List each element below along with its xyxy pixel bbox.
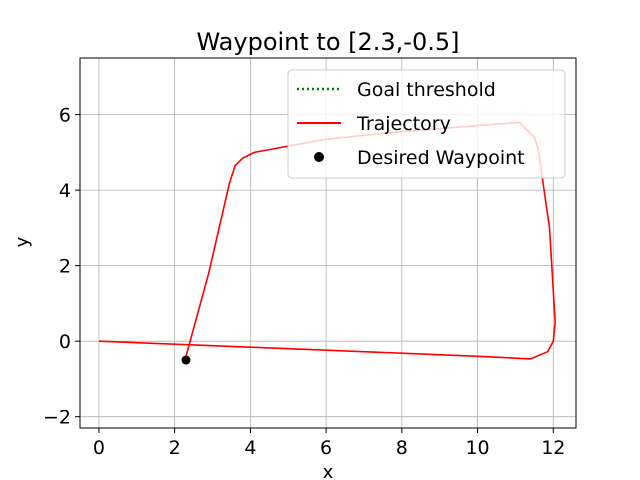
axis-ticks: 0 2 4 6 8 10 12 −2 0 2 4 6 [43, 105, 565, 459]
legend-threshold: Goal threshold [297, 79, 496, 101]
y-tick-label: −2 [43, 407, 71, 429]
desired-waypoint-marker [181, 355, 191, 365]
x-tick-label: 8 [396, 437, 408, 459]
x-axis-label: x [323, 462, 334, 480]
chart-title: Waypoint to [2.3,-0.5] [196, 28, 459, 56]
y-tick-label: 6 [59, 105, 71, 127]
plot-frame [79, 57, 577, 429]
legend: Goal threshold Trajectory Desired Waypoint [287, 69, 566, 179]
legend-label: Desired Waypoint [357, 147, 525, 169]
y-tick-label: 2 [59, 256, 71, 278]
legend-box [287, 69, 566, 179]
legend-waypoint: Desired Waypoint [314, 147, 525, 169]
y-axis-label: y [12, 236, 33, 247]
x-tick-label: 4 [244, 437, 256, 459]
x-tick-label: 6 [320, 437, 332, 459]
legend-label: Trajectory [356, 113, 451, 135]
x-tick-label: 0 [93, 437, 105, 459]
legend-trajectory: Trajectory [297, 113, 451, 135]
x-tick-label: 10 [465, 437, 489, 459]
y-tick-label: 0 [59, 331, 71, 353]
y-tick-label: 4 [59, 180, 71, 202]
x-tick-label: 12 [541, 437, 565, 459]
legend-label: Goal threshold [357, 79, 496, 101]
x-tick-label: 2 [169, 437, 181, 459]
waypoint-swatch [314, 152, 324, 162]
